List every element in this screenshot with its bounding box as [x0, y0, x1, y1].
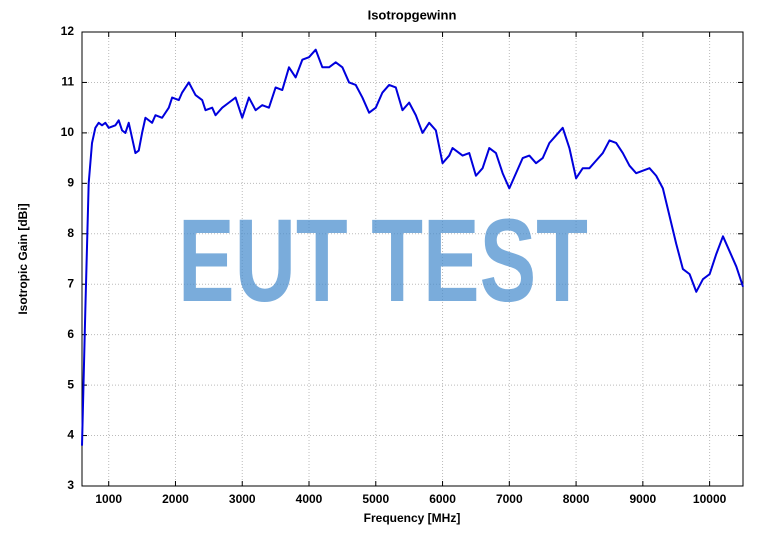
- x-tick-label: 4000: [296, 492, 323, 506]
- x-tick-label: 9000: [629, 492, 656, 506]
- y-tick-label: 11: [61, 75, 74, 89]
- y-tick-label: 12: [61, 24, 75, 38]
- y-tick-label: 5: [67, 377, 74, 391]
- x-tick-label: 8000: [563, 492, 590, 506]
- y-tick-label: 3: [67, 478, 74, 492]
- plot-frame: [81, 31, 744, 487]
- x-tick-label: 7000: [496, 492, 523, 506]
- y-tick-label: 4: [67, 428, 74, 442]
- watermark: EUT TEST: [178, 195, 588, 327]
- y-tick-label: 7: [67, 276, 74, 290]
- y-tick-label: 9: [67, 176, 74, 190]
- x-tick-label: 10000: [693, 492, 727, 506]
- y-tick-label: 8: [67, 226, 74, 240]
- x-tick-label: 1000: [95, 492, 122, 506]
- x-axis-label: Frequency [MHz]: [364, 511, 461, 525]
- x-tick-label: 2000: [162, 492, 189, 506]
- y-tick-label: 6: [67, 327, 74, 341]
- chart-title: Isotropgewinn: [368, 7, 457, 22]
- y-tick-label: 10: [61, 125, 75, 139]
- data-line: [81, 48, 744, 446]
- y-axis-label: Isotropic Gain [dBi]: [16, 203, 30, 314]
- x-tick-label: 5000: [362, 492, 389, 506]
- x-tick-label: 3000: [229, 492, 256, 506]
- x-tick-label: 6000: [429, 492, 456, 506]
